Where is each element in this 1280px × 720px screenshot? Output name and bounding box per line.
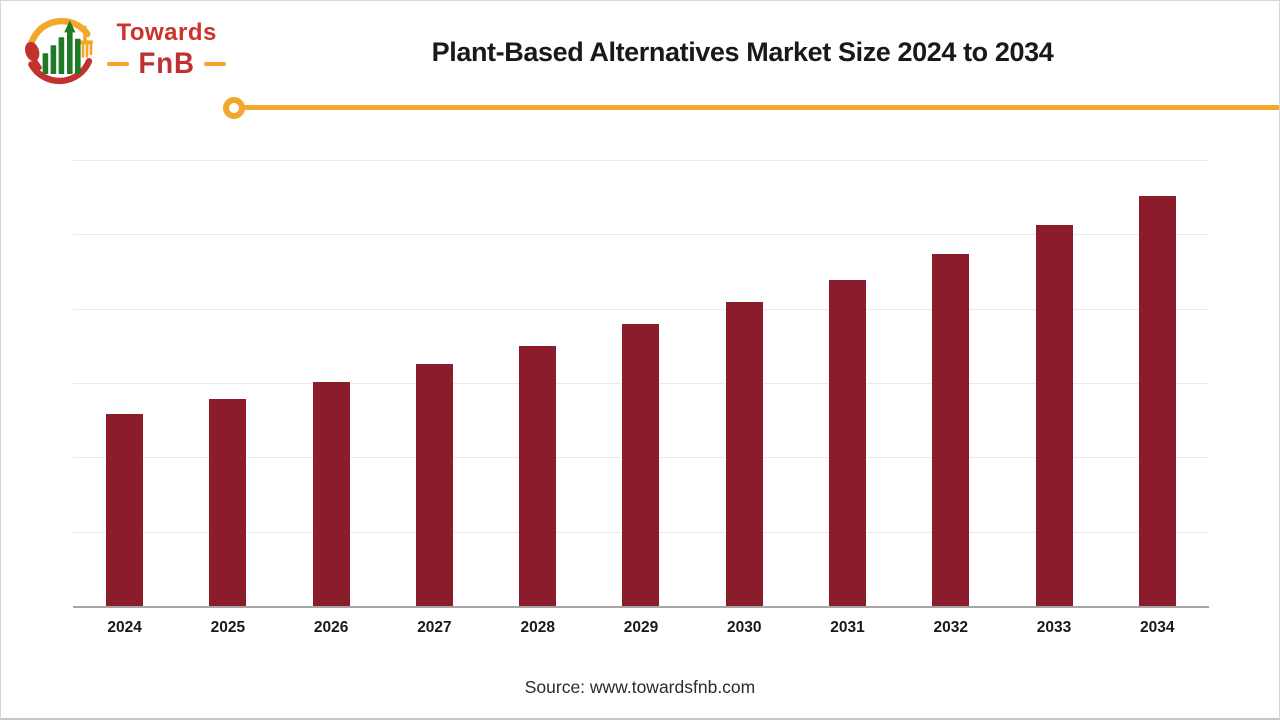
chart-title: Plant-Based Alternatives Market Size 202…	[431, 37, 1054, 67]
x-label-2028: 2028	[520, 619, 555, 636]
x-label-2034: 2034	[1140, 619, 1175, 636]
bar-cell-2028	[486, 160, 589, 606]
x-label-2032: 2032	[933, 619, 968, 636]
source-text: Source: www.towardsfnb.com	[524, 677, 756, 697]
bars	[73, 160, 1209, 606]
bar-cell-2032	[899, 160, 1002, 606]
x-label-2033: 2033	[1036, 619, 1072, 636]
x-label-2030: 2030	[726, 619, 762, 636]
bar-cell-2029	[589, 160, 692, 606]
brand-name: Towards	[116, 19, 217, 46]
x-label-2031: 2031	[830, 619, 865, 636]
divider-line	[244, 105, 1279, 110]
gridline-2	[73, 308, 1209, 310]
bar-2027	[415, 363, 453, 606]
x-label-2025: 2025	[210, 619, 246, 636]
x-label-2026: 2026	[313, 619, 349, 636]
bar-2028	[519, 345, 557, 606]
bar-cell-2033	[1002, 160, 1105, 606]
logo-dash-right-icon	[204, 62, 227, 66]
gridline-0	[73, 160, 1209, 161]
x-axis-labels: 2024 2025 2026 2027 2028 2029 2030 2031 2032 2033…	[73, 619, 1209, 637]
bar-2024	[106, 414, 144, 606]
bar-2032	[932, 253, 970, 606]
brand-sub-name: FnB	[138, 47, 195, 80]
bar-2030	[725, 301, 763, 606]
bar-cell-2030	[693, 160, 796, 606]
bar-2025	[209, 398, 247, 606]
bar-2026	[312, 382, 350, 606]
brand-wordmark: Towards FnB	[107, 19, 227, 80]
bar-2031	[828, 279, 866, 606]
bar-cell-2025	[176, 160, 279, 606]
bar-cell-2024	[73, 160, 176, 606]
x-label-2029: 2029	[623, 619, 659, 636]
bar-cell-2027	[383, 160, 486, 606]
x-label-2027: 2027	[417, 619, 452, 636]
logo-dash-left-icon	[107, 62, 129, 66]
gridline-1	[73, 234, 1209, 236]
bar-2034	[1138, 195, 1176, 606]
bar-2033	[1035, 224, 1073, 606]
bar-cell-2026	[280, 160, 383, 606]
brand-logo: Towards FnB	[21, 9, 227, 91]
bar-cell-2034	[1106, 160, 1209, 606]
bar-chart-plot-area	[73, 160, 1209, 608]
bar-cell-2031	[796, 160, 899, 606]
bar-2029	[622, 324, 660, 606]
x-label-2024: 2024	[107, 619, 142, 636]
towards-fnb-logo-icon	[25, 18, 93, 85]
divider-ring-icon	[223, 97, 245, 119]
